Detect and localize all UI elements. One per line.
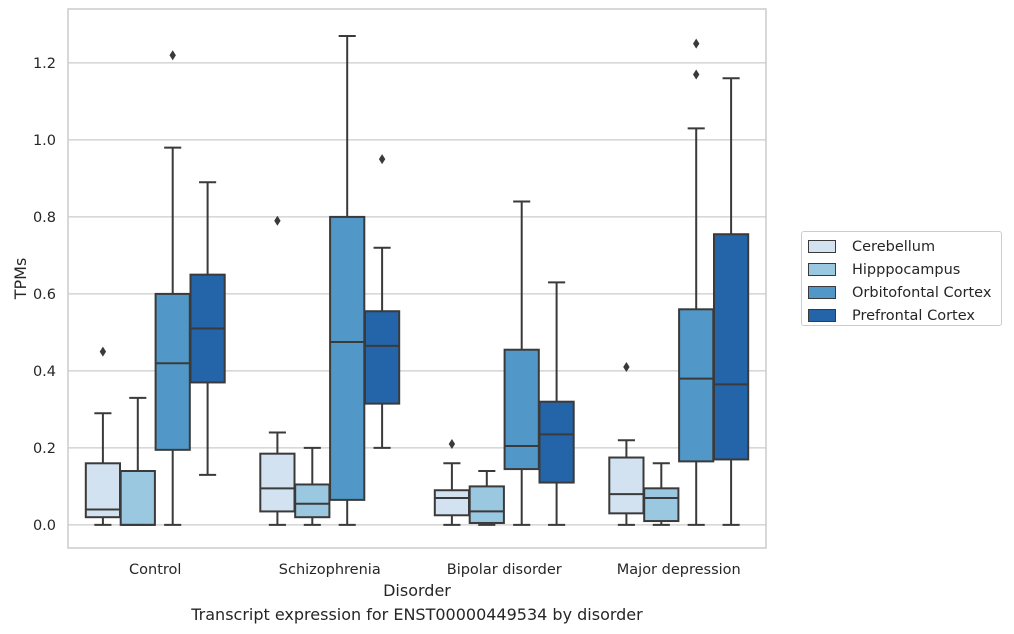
box-cerebellum [608,362,645,526]
legend-item: Cerebellum [808,235,1001,258]
box-prefrontal-cortex [363,154,401,449]
box-hipppocampus [294,446,331,526]
legend-label: Orbitofontal Cortex [852,284,992,301]
legend-item: Hipppocampus [808,258,1001,281]
box-body [119,470,156,526]
x-tick-label: Control [129,562,181,578]
box-body [503,348,540,471]
box-body [468,485,505,524]
x-tick-label: Major depression [617,562,741,578]
box-hipppocampus [643,462,680,526]
outlier-point [99,346,107,357]
x-axis-label: Disorder [383,581,451,600]
chart-caption: Transcript expression for ENST0000044953… [191,605,643,624]
outlier-point [448,439,456,450]
box-hipppocampus [468,470,505,526]
outlier-point [274,215,281,226]
outlier-point [378,154,386,165]
y-tick-label: 1.2 [33,56,56,72]
box-body [643,487,680,523]
box-body [678,308,715,463]
y-axis-label: TPMs [11,258,30,301]
box-prefrontal-cortex [712,77,750,526]
outlier-point [623,362,630,373]
legend-item: Prefrontal Cortex [808,304,1001,327]
legend-item: Orbitofontal Cortex [808,281,1001,304]
box-orbitofontal-cortex [154,50,191,526]
box-body [538,400,575,484]
box-cerebellum [84,346,122,526]
box-body [294,483,331,519]
y-tick-label: 0.6 [33,287,56,303]
box-hipppocampus [119,396,156,526]
x-tick-label: Schizophrenia [279,562,381,578]
outlier-point [169,50,176,61]
box-body [84,462,122,519]
y-tick-label: 0.8 [33,210,56,226]
legend-label: Hipppocampus [852,261,961,278]
box-body [712,233,750,461]
outlier-point [693,69,700,80]
y-tick-labels: 0.0 0.2 0.4 0.6 0.8 1.0 1.2 [33,56,56,534]
box-prefrontal-cortex [538,281,575,526]
legend: Cerebellum Hipppocampus Orbitofontal Corte… [801,231,1002,326]
box-orbitofontal-cortex [678,38,715,526]
legend-swatch [808,263,836,276]
box-orbitofontal-cortex [329,34,366,526]
legend-swatch [808,240,836,253]
box-cerebellum [259,215,296,526]
outlier-point [693,38,700,49]
legend-swatch [808,286,836,299]
box-body [329,215,366,501]
box-body [433,489,471,517]
box-plots [84,34,750,526]
box-body [259,452,296,513]
box-body [154,292,191,451]
y-tick-label: 0.4 [33,364,56,380]
box-orbitofontal-cortex [503,200,540,526]
x-tick-label: Bipolar disorder [447,562,562,578]
box-body [608,456,645,515]
x-tick-labels: Control Schizophrenia Bipolar disorder Majo… [129,562,741,578]
y-tick-label: 1.0 [33,133,56,149]
y-tick-label: 0.2 [33,441,56,457]
box-prefrontal-cortex [189,181,226,476]
legend-label: Cerebellum [852,238,936,255]
box-cerebellum [433,439,471,526]
legend-swatch [808,309,836,322]
box-body [363,310,401,405]
y-tick-label: 0.0 [33,518,56,534]
legend-label: Prefrontal Cortex [852,307,975,324]
plot-frame [67,8,767,549]
